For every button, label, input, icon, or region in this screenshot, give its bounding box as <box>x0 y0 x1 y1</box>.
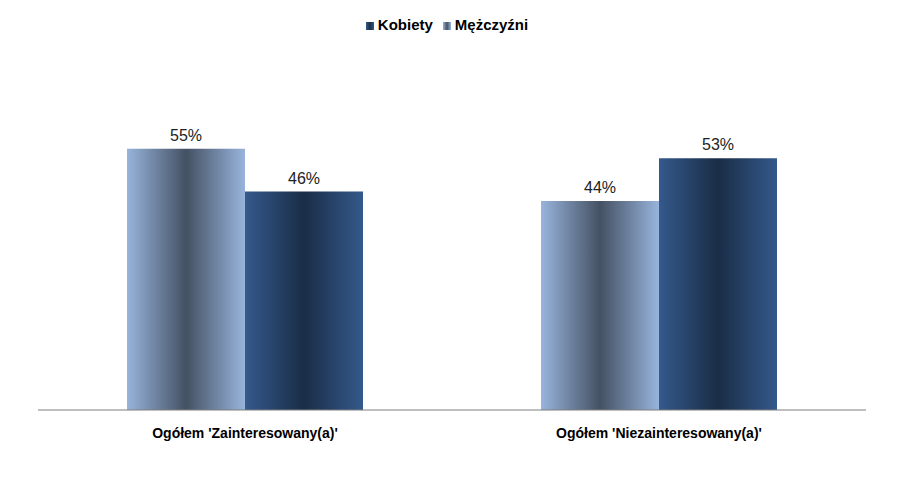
html-text:Kobiety: Kobiety <box>377 16 433 33</box>
html-text:Mężczyźni: Mężczyźni <box>454 16 529 33</box>
svg-text:46%: 46% <box>288 170 320 187</box>
svg-text:44%: 44% <box>584 179 616 196</box>
svg-text:55%: 55% <box>170 127 202 144</box>
svg-text:53%: 53% <box>702 136 734 153</box>
svg-text:Ogółem 'Niezainteresowany(a)': Ogółem 'Niezainteresowany(a)' <box>556 425 762 441</box>
svg-text:Ogółem 'Zainteresowany(a)': Ogółem 'Zainteresowany(a)' <box>152 425 338 441</box>
